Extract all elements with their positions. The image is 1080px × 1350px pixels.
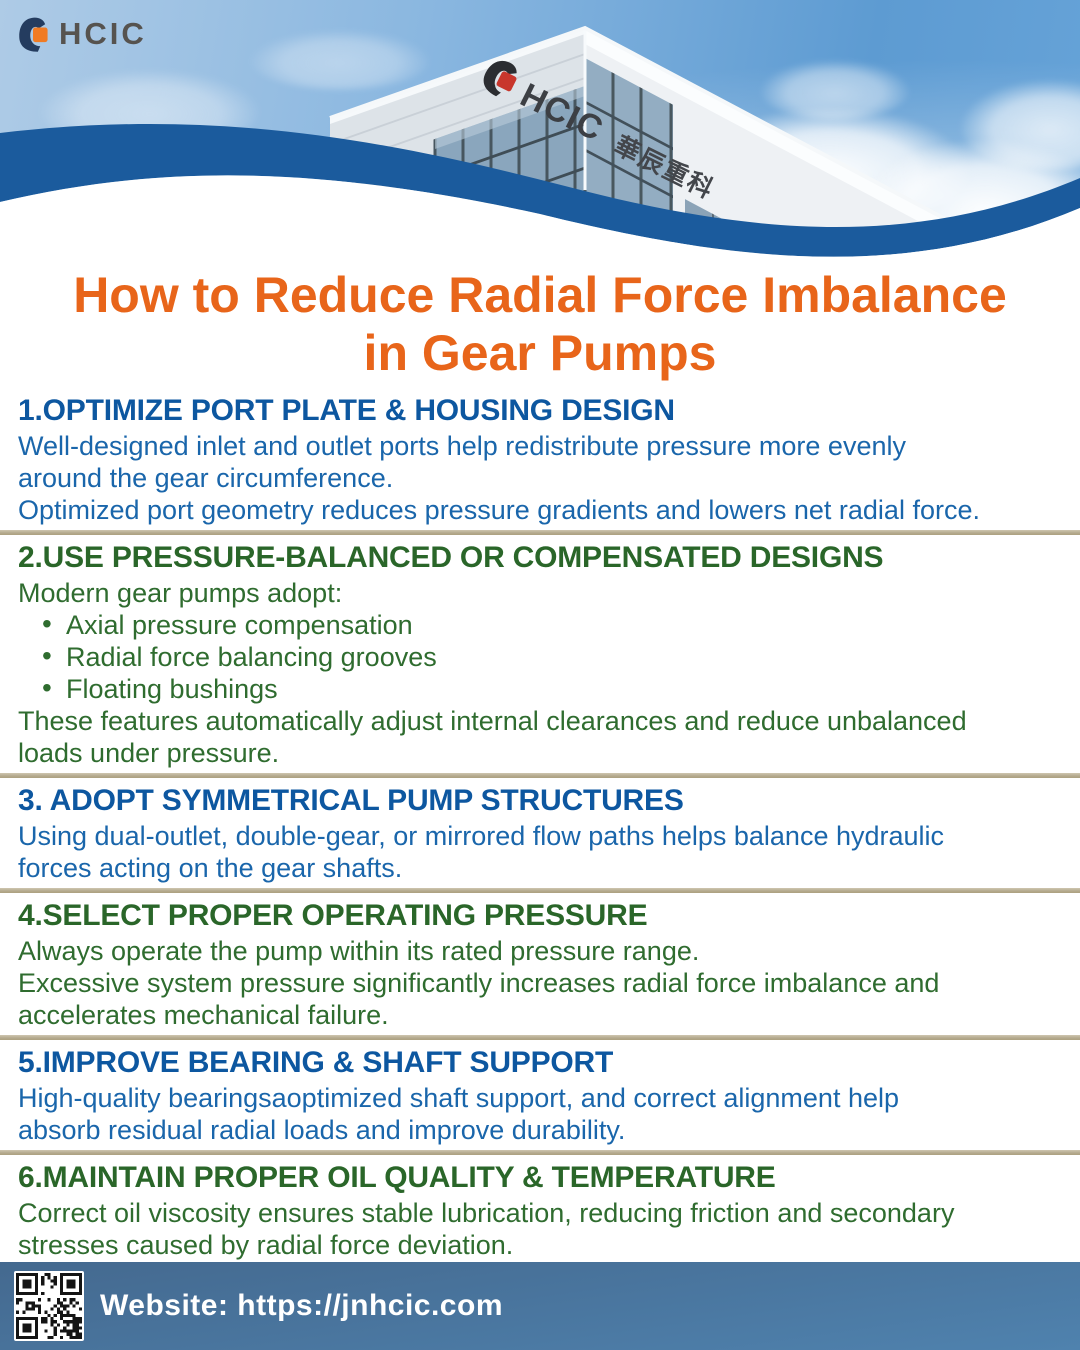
website-url: Website: https://jnhcic.com <box>100 1289 503 1322</box>
section-5-heading: 5.IMPROVE BEARING & SHAFT SUPPORT <box>18 1046 614 1079</box>
section-4-paragraph: Always operate the pump within its rated… <box>18 936 700 966</box>
section-divider <box>0 1035 1080 1040</box>
section-4-heading: 4.SELECT PROPER OPERATING PRESSURE <box>18 899 648 932</box>
section-1: 1.OPTIMIZE PORT PLATE & HOUSING DESIGN W… <box>18 394 1062 526</box>
building-roofline <box>329 25 1001 250</box>
footer-bar: Website: https://jnhcic.com <box>0 1262 1080 1350</box>
hero-photo: HCIC 華辰重科 HCIC <box>0 0 1080 282</box>
section-2-bullet-list: Axial pressure compensation Radial force… <box>18 608 1062 705</box>
section-6: 6.MAINTAIN PROPER OIL QUALITY & TEMPERAT… <box>18 1161 1062 1261</box>
section-1-paragraph: Optimized port geometry reduces pressure… <box>18 495 980 525</box>
page-title: How to Reduce Radial Force Imbalance in … <box>0 266 1080 382</box>
bullet-item: Floating bushings <box>18 672 1062 705</box>
section-4: 4.SELECT PROPER OPERATING PRESSURE Alway… <box>18 899 1062 1031</box>
section-2-paragraph: These features automatically adjust inte… <box>18 706 967 768</box>
hcic-logo-text: HCIC <box>59 16 147 51</box>
building-illustration: HCIC 華辰重科 <box>0 25 1080 282</box>
section-5-paragraph: High-quality bearingsaoptimized shaft su… <box>18 1083 899 1145</box>
section-2-heading: 2.USE PRESSURE-BALANCED OR COMPENSATED D… <box>18 541 884 574</box>
section-5: 5.IMPROVE BEARING & SHAFT SUPPORT High-q… <box>18 1046 1062 1146</box>
section-1-paragraph: Well-designed inlet and outlet ports hel… <box>18 431 906 493</box>
section-divider <box>0 530 1080 535</box>
section-divider <box>0 888 1080 893</box>
section-3: 3. ADOPT SYMMETRICAL PUMP STRUCTURES Usi… <box>18 784 1062 884</box>
sections-container: 1.OPTIMIZE PORT PLATE & HOUSING DESIGN W… <box>0 394 1080 1261</box>
section-2-paragraph: Modern gear pumps adopt: <box>18 578 343 608</box>
section-6-heading: 6.MAINTAIN PROPER OIL QUALITY & TEMPERAT… <box>18 1161 776 1194</box>
section-1-heading: 1.OPTIMIZE PORT PLATE & HOUSING DESIGN <box>18 394 675 427</box>
section-3-paragraph: Using dual-outlet, double-gear, or mirro… <box>18 821 945 883</box>
section-4-paragraph: Excessive system pressure significantly … <box>18 968 940 1030</box>
section-divider <box>0 1150 1080 1155</box>
section-6-paragraph: Correct oil viscosity ensures stable lub… <box>18 1198 955 1260</box>
hcic-logo-icon <box>19 17 48 52</box>
hcic-logo: HCIC <box>16 16 147 52</box>
wave-band <box>0 123 1080 257</box>
page-title-line1: How to Reduce Radial Force Imbalance <box>73 267 1007 323</box>
building-sign-logo-icon <box>483 60 517 97</box>
qr-code <box>14 1271 84 1341</box>
section-2: 2.USE PRESSURE-BALANCED OR COMPENSATED D… <box>18 541 1062 769</box>
section-3-heading: 3. ADOPT SYMMETRICAL PUMP STRUCTURES <box>18 784 684 817</box>
bullet-item: Radial force balancing grooves <box>18 640 1062 673</box>
section-divider <box>0 773 1080 778</box>
page-title-line2: in Gear Pumps <box>363 325 717 381</box>
bullet-item: Axial pressure compensation <box>18 608 1062 641</box>
cloud <box>250 30 430 90</box>
wave-white <box>0 175 1080 282</box>
